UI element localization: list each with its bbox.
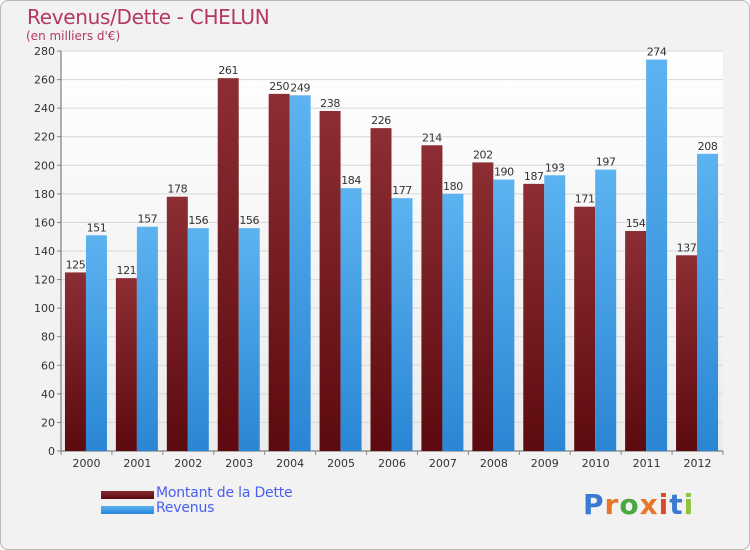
bar-dette-2003 [217, 78, 239, 452]
bar-revenus-2003 [238, 228, 260, 451]
bar-dette-2004 [268, 93, 290, 451]
chart-title: Revenus/Dette - CHELUN [27, 5, 270, 29]
data-label-revenus-2005: 184 [341, 174, 361, 187]
chart-subtitle: (en milliers d'€) [26, 29, 121, 43]
data-label-revenus-2008: 190 [494, 166, 514, 179]
data-label-revenus-2007: 180 [443, 180, 463, 193]
logo-letter: o [619, 488, 640, 521]
data-label-dette-2003: 261 [218, 64, 238, 77]
bar-revenus-2001 [136, 226, 158, 451]
y-tick-label: 40 [41, 388, 55, 401]
logo-letter: r [604, 488, 620, 521]
data-label-dette-2007: 214 [422, 131, 442, 144]
logo-letter: x [639, 488, 659, 521]
logo-letter: P [583, 488, 605, 521]
x-tick-label: 2000 [72, 457, 100, 470]
bar-dette-2009 [523, 183, 545, 451]
y-tick-label: 120 [34, 274, 55, 287]
bar-dette-2006 [370, 128, 392, 451]
bar-revenus-2005 [340, 188, 362, 451]
x-tick-label: 2001 [123, 457, 151, 470]
bar-revenus-2008 [493, 179, 515, 452]
y-tick-label: 80 [41, 331, 55, 344]
proxiti-logo: Proxiti [583, 488, 694, 521]
data-label-dette-2005: 238 [320, 97, 340, 110]
bar-dette-2002 [166, 196, 188, 451]
bar-revenus-2011 [646, 59, 668, 451]
y-tick-label: 140 [34, 245, 55, 258]
data-label-dette-2012: 137 [677, 241, 697, 254]
data-label-revenus-2012: 208 [698, 140, 718, 153]
x-tick-label: 2003 [225, 457, 253, 470]
legend-label-dette: Montant de la Dette [156, 485, 293, 501]
legend-label-revenus: Revenus [156, 500, 215, 516]
data-label-revenus-2003: 156 [239, 214, 259, 227]
data-label-revenus-2010: 197 [596, 156, 616, 169]
x-tick-label: 2002 [174, 457, 202, 470]
bar-revenus-2004 [289, 95, 311, 452]
x-tick-label: 2007 [429, 457, 457, 470]
data-label-dette-2010: 171 [575, 193, 595, 206]
x-tick-label: 2008 [480, 457, 508, 470]
data-label-revenus-2001: 157 [137, 213, 157, 226]
bar-dette-2010 [574, 206, 596, 451]
x-tick-label: 2011 [633, 457, 661, 470]
data-label-revenus-2000: 151 [87, 221, 107, 234]
data-label-revenus-2006: 177 [392, 184, 412, 197]
x-tick-label: 2010 [582, 457, 610, 470]
y-tick-label: 240 [34, 102, 55, 115]
y-tick-label: 200 [34, 159, 55, 172]
x-tick-label: 2006 [378, 457, 406, 470]
bar-revenus-2007 [442, 193, 464, 451]
data-label-dette-2011: 154 [626, 217, 646, 230]
bar-dette-2008 [472, 162, 494, 451]
data-label-dette-2001: 121 [116, 264, 136, 277]
x-tick-label: 2012 [684, 457, 712, 470]
y-tick-label: 20 [41, 416, 55, 429]
legend-swatch-revenus [101, 506, 154, 514]
x-tick-label: 2005 [327, 457, 355, 470]
bar-dette-2012 [676, 255, 698, 451]
data-label-dette-2004: 250 [269, 80, 289, 93]
y-tick-label: 0 [48, 445, 55, 458]
data-label-dette-2000: 125 [66, 258, 86, 271]
legend-swatch-dette [101, 491, 154, 499]
data-label-revenus-2009: 193 [545, 161, 565, 174]
y-tick-label: 220 [34, 131, 55, 144]
data-label-dette-2006: 226 [371, 114, 391, 127]
bar-revenus-2002 [187, 228, 209, 451]
bar-dette-2000 [64, 272, 86, 451]
y-tick-label: 180 [34, 188, 55, 201]
bar-dette-2005 [319, 111, 341, 451]
data-label-dette-2008: 202 [473, 148, 493, 161]
y-tick-label: 280 [34, 45, 55, 58]
bar-dette-2007 [421, 145, 443, 452]
y-tick-label: 160 [34, 216, 55, 229]
bar-revenus-2012 [697, 153, 719, 451]
logo-letter: t [669, 488, 684, 521]
logo-letter: i [683, 488, 695, 521]
bar-revenus-2010 [595, 169, 617, 452]
y-tick-label: 60 [41, 359, 55, 372]
data-label-dette-2009: 187 [524, 170, 544, 183]
data-label-revenus-2011: 274 [647, 46, 667, 59]
bar-revenus-2009 [544, 175, 566, 452]
logo-letter: i [658, 488, 670, 521]
bar-dette-2001 [115, 278, 137, 451]
x-tick-label: 2009 [531, 457, 559, 470]
bar-dette-2011 [625, 231, 647, 451]
bar-revenus-2006 [391, 198, 413, 451]
data-label-dette-2002: 178 [167, 183, 187, 196]
y-tick-label: 100 [34, 302, 55, 315]
x-tick-label: 2004 [276, 457, 304, 470]
data-label-revenus-2004: 249 [290, 81, 310, 94]
y-tick-label: 260 [34, 74, 55, 87]
bar-revenus-2000 [85, 235, 107, 451]
data-label-revenus-2002: 156 [188, 214, 208, 227]
